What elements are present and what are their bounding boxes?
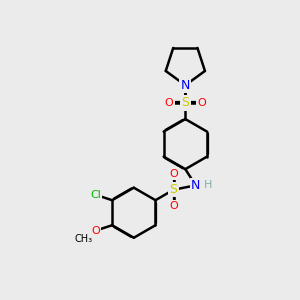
Text: O: O xyxy=(197,98,206,108)
Text: N: N xyxy=(191,179,200,192)
Text: S: S xyxy=(181,96,189,110)
Text: O: O xyxy=(165,98,173,108)
Text: H: H xyxy=(204,180,212,190)
Text: O: O xyxy=(169,201,178,211)
Text: O: O xyxy=(92,226,100,236)
Text: CH₃: CH₃ xyxy=(74,234,93,244)
Text: N: N xyxy=(181,79,190,92)
Text: S: S xyxy=(169,183,178,196)
Text: N: N xyxy=(181,79,190,92)
Text: O: O xyxy=(169,169,178,178)
Text: Cl: Cl xyxy=(91,190,101,200)
Text: N: N xyxy=(181,79,190,92)
